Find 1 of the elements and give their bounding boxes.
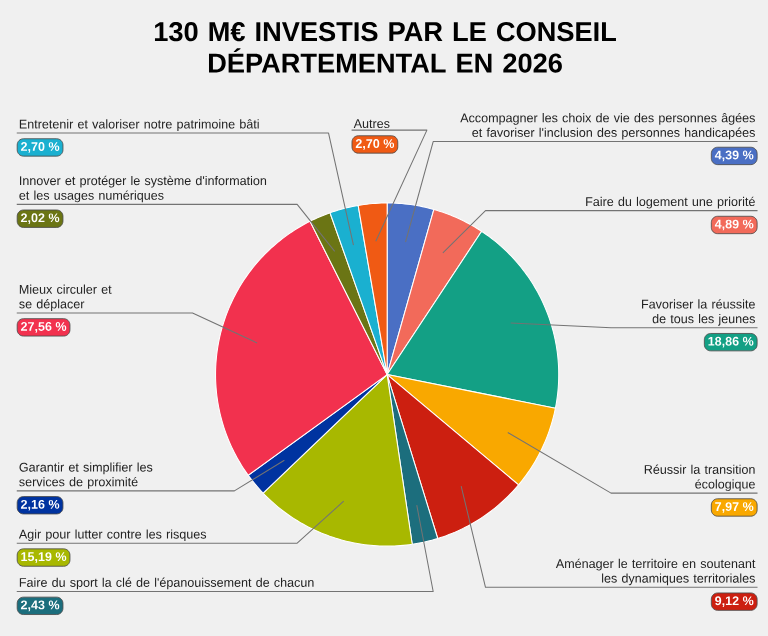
chart-title: 130 M€ INVESTIS PAR LE CONSEIL DÉPARTEMENTAL EN 2026 [154, 21, 616, 73]
